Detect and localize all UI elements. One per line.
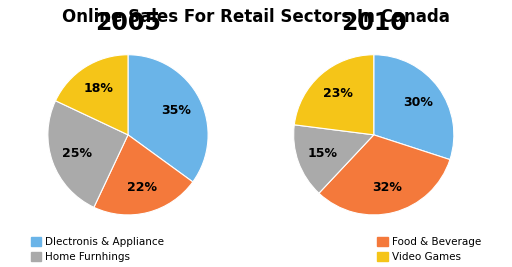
Wedge shape (319, 135, 450, 215)
Wedge shape (374, 55, 454, 160)
Wedge shape (294, 125, 374, 193)
Text: Online Sales For Retail Sectors In Canada: Online Sales For Retail Sectors In Canad… (62, 8, 450, 26)
Text: 18%: 18% (84, 82, 114, 95)
Title: 2010: 2010 (341, 11, 407, 35)
Text: 22%: 22% (126, 181, 157, 194)
Wedge shape (294, 55, 374, 135)
Legend: Dlectronis & Appliance, Home Furnhings: Dlectronis & Appliance, Home Furnhings (31, 237, 164, 262)
Text: 32%: 32% (372, 181, 402, 194)
Title: 2005: 2005 (95, 11, 161, 35)
Text: 35%: 35% (162, 104, 191, 117)
Wedge shape (48, 101, 128, 207)
Wedge shape (55, 55, 128, 135)
Text: 25%: 25% (62, 147, 92, 160)
Wedge shape (94, 135, 193, 215)
Wedge shape (128, 55, 208, 182)
Text: 30%: 30% (403, 96, 433, 109)
Legend: Food & Beverage, Video Games: Food & Beverage, Video Games (377, 237, 481, 262)
Text: 23%: 23% (323, 88, 353, 100)
Text: 15%: 15% (308, 147, 337, 160)
